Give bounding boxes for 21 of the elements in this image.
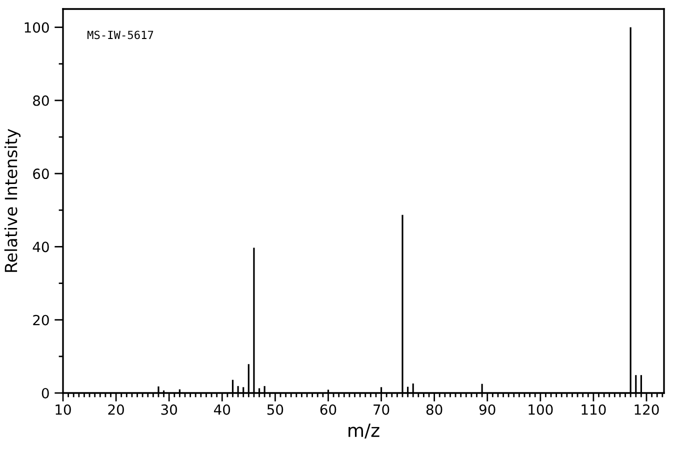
annotation: MS-IW-5617 (88, 30, 154, 40)
y-tick-label: 40 (32, 242, 49, 252)
y-axis-title: Relative Intensity (4, 128, 21, 272)
x-tick-label: 30 (161, 404, 178, 415)
x-tick-label: 120 (634, 404, 659, 415)
x-tick-label: 80 (426, 404, 442, 415)
y-tick-label: 100 (24, 22, 49, 33)
x-tick-label: 10 (56, 404, 71, 415)
x-tick-label: 110 (582, 404, 606, 415)
y-tick-label: 20 (33, 314, 49, 326)
x-axis-title: m/z (348, 424, 380, 439)
x-tick-label: 90 (479, 404, 496, 415)
x-tick-label: 40 (214, 404, 230, 415)
y-tick-label: 0 (42, 388, 49, 398)
x-tick-label: 100 (528, 404, 553, 415)
y-tick-label: 60 (33, 168, 49, 180)
x-tick-label: 20 (108, 404, 124, 415)
x-tick-label: 60 (320, 404, 336, 415)
x-tick-label: 50 (267, 404, 284, 415)
y-tick-label: 80 (33, 95, 49, 106)
x-tick-label: 70 (374, 404, 390, 415)
